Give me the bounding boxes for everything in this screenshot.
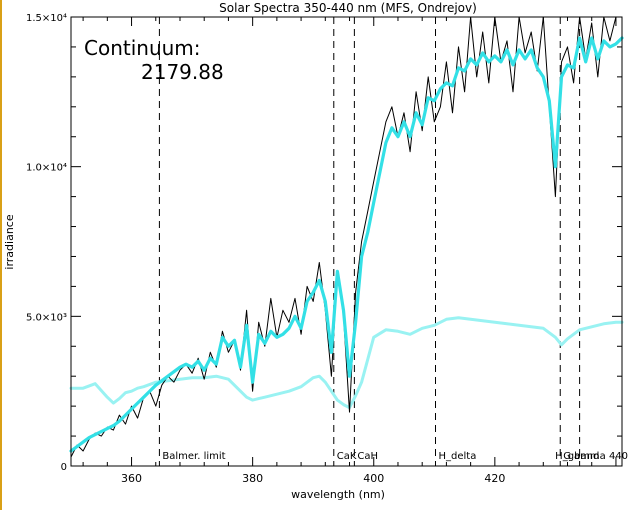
reference-label-3: H_delta (439, 451, 477, 462)
x-tick-label-3: 420 (484, 472, 505, 485)
window-edge (0, 0, 2, 510)
reference-label-0: Balmer. limit (162, 451, 225, 462)
x-tick-label-0: 360 (121, 472, 142, 485)
reference-label-5: H_gamma 440 (555, 451, 628, 462)
y-tick-label-1: 5.0×10³ (26, 312, 67, 323)
y-tick-label-3: 1.5×10⁴ (26, 13, 67, 24)
continuum-label: Continuum: (84, 36, 201, 60)
chart-title: Solar Spectra 350-440 nm (MFS, Ondrejov) (219, 1, 477, 15)
series-smoothed-line (69, 36, 624, 453)
x-tick-label-1: 380 (242, 472, 263, 485)
x-tick-label-2: 400 (363, 472, 384, 485)
plot-frame (70, 16, 623, 467)
series-continuum-line (69, 316, 624, 410)
x-axis-label: wavelength (nm) (291, 488, 385, 501)
series-raw-line (70, 16, 623, 458)
reference-label-2: CaH (357, 451, 378, 462)
y-tick-label-0: 0 (61, 462, 67, 473)
y-tick-label-2: 1.0×10⁴ (26, 163, 67, 174)
y-axis-label: irradiance (3, 214, 16, 269)
reference-label-1: CaK (337, 451, 357, 462)
reference-label-4: G band (563, 451, 599, 462)
continuum-value: 2179.88 (141, 60, 224, 84)
